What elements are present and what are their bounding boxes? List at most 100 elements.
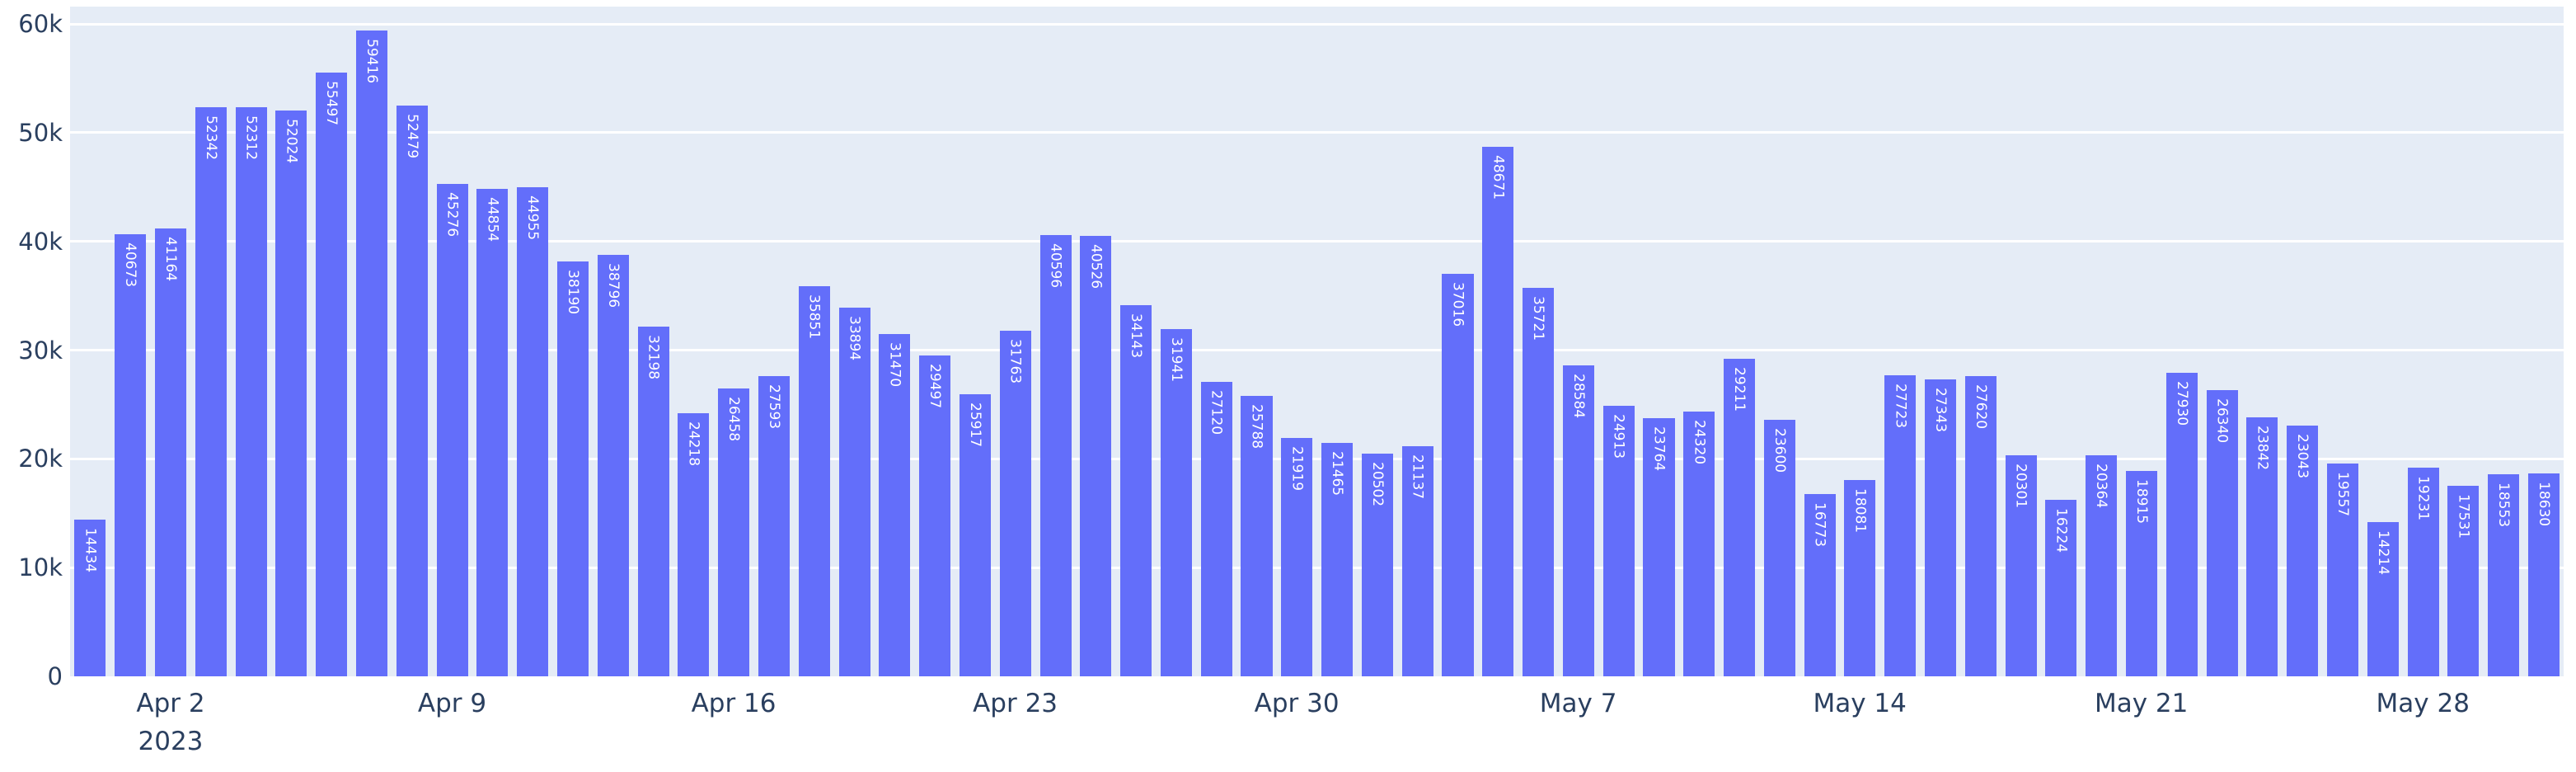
bar-2023-05-13[interactable]: 16773 (1804, 493, 1836, 676)
bar-value-label: 23043 (2294, 434, 2311, 479)
bar-value-label: 52312 (242, 115, 260, 161)
bar-value-label: 27723 (1892, 383, 1909, 428)
bar-cell: 25917 (955, 7, 996, 676)
bar-2023-04-15[interactable]: 24218 (678, 412, 710, 676)
bar-cell: 14214 (2363, 7, 2403, 676)
bar-value-label: 20301 (2012, 464, 2029, 509)
bar-cell: 45276 (432, 7, 472, 676)
bar-2023-04-22[interactable]: 25917 (959, 394, 991, 676)
bar-2023-04-05[interactable]: 52024 (275, 111, 307, 676)
bar-2023-04-17[interactable]: 27593 (758, 376, 790, 676)
bar-2023-05-10[interactable]: 24320 (1683, 412, 1715, 676)
bar-2023-05-09[interactable]: 23764 (1643, 417, 1675, 676)
bar-2023-05-07[interactable]: 28584 (1562, 365, 1594, 676)
bar-cell: 23842 (2242, 7, 2283, 676)
bar-2023-05-03[interactable]: 21137 (1401, 446, 1433, 676)
bar-2023-05-15[interactable]: 27723 (1884, 374, 1917, 676)
bar-2023-05-23[interactable]: 26340 (2206, 389, 2238, 676)
x-tick-date: May 21 (2094, 689, 2189, 718)
bar-2023-05-21[interactable]: 18915 (2126, 470, 2158, 676)
bar-2023-05-16[interactable]: 27343 (1925, 379, 1957, 676)
bar-cell: 16224 (2041, 7, 2081, 676)
bar-2023-03-31[interactable]: 14434 (74, 519, 106, 676)
bar-2023-05-30[interactable]: 18553 (2488, 474, 2520, 676)
bar-2023-04-25[interactable]: 40526 (1080, 235, 1112, 676)
bar-2023-05-25[interactable]: 23043 (2287, 426, 2319, 676)
bar-2023-05-08[interactable]: 24913 (1602, 405, 1635, 676)
bar-2023-05-14[interactable]: 18081 (1844, 479, 1876, 676)
bar-2023-05-28[interactable]: 19231 (2407, 467, 2439, 676)
bar-2023-04-10[interactable]: 44854 (476, 188, 509, 676)
bar-2023-04-16[interactable]: 26458 (718, 388, 750, 676)
bar-2023-05-18[interactable]: 20301 (2005, 455, 2037, 676)
bar-2023-04-29[interactable]: 25788 (1241, 396, 1273, 676)
bar-2023-05-19[interactable]: 16224 (2045, 500, 2077, 676)
x-tick-date: May 14 (1813, 689, 1907, 718)
bar-cell: 14434 (70, 7, 110, 676)
bar-2023-05-24[interactable]: 23842 (2246, 417, 2278, 676)
bar-cell: 24218 (673, 7, 714, 676)
x-tick-year: 2023 (138, 727, 204, 756)
bar-value-label: 16224 (2053, 508, 2070, 553)
bar-2023-04-03[interactable]: 52342 (195, 107, 227, 676)
bar-2023-05-27[interactable]: 14214 (2367, 521, 2399, 676)
y-tick-label-50k: 50k (18, 118, 63, 147)
bar-2023-04-02[interactable]: 41164 (154, 228, 187, 676)
bar-value-label: 34143 (1128, 313, 1145, 359)
x-tick-date: Apr 9 (417, 689, 487, 718)
bar-2023-04-07[interactable]: 59416 (355, 30, 387, 676)
bar-2023-04-12[interactable]: 38190 (556, 261, 589, 676)
bar-2023-04-28[interactable]: 27120 (1200, 381, 1232, 676)
x-tick-date: Apr 23 (973, 689, 1058, 718)
bar-2023-04-06[interactable]: 55497 (316, 73, 348, 676)
bar-cell: 19231 (2403, 7, 2443, 676)
bar-2023-05-20[interactable]: 20364 (2086, 454, 2118, 676)
bar-cell: 48671 (1478, 7, 1518, 676)
bar-2023-04-30[interactable]: 21919 (1281, 438, 1313, 676)
bar-2023-04-24[interactable]: 40596 (1039, 234, 1072, 676)
bar-2023-05-12[interactable]: 23600 (1763, 419, 1795, 676)
bar-2023-04-13[interactable]: 38796 (597, 254, 629, 676)
bar-value-label: 19557 (2334, 472, 2352, 517)
x-tick-date: May 28 (2376, 689, 2470, 718)
bar-cell: 23043 (2283, 7, 2323, 676)
bar-2023-05-05[interactable]: 48671 (1482, 147, 1514, 676)
bar-cell: 33894 (834, 7, 875, 676)
bar-2023-05-02[interactable]: 20502 (1361, 453, 1393, 676)
bar-value-label: 25917 (966, 402, 983, 448)
bar-2023-04-18[interactable]: 35851 (798, 286, 830, 676)
bar-cell: 27930 (2161, 7, 2202, 676)
bar-2023-05-22[interactable]: 27930 (2165, 372, 2198, 676)
bar-2023-05-06[interactable]: 35721 (1523, 288, 1555, 676)
bar-value-label: 24218 (685, 421, 702, 466)
bar-cell: 18630 (2524, 7, 2564, 676)
bar-2023-05-26[interactable]: 19557 (2327, 464, 2359, 676)
bar-2023-05-31[interactable]: 18630 (2527, 473, 2560, 676)
bar-2023-04-11[interactable]: 44955 (517, 187, 549, 676)
x-tick-label-Apr-23: Apr 23 (973, 685, 1058, 723)
bar-2023-04-09[interactable]: 45276 (436, 184, 468, 676)
bar-2023-05-29[interactable]: 17531 (2447, 485, 2480, 676)
bar-2023-05-17[interactable]: 27620 (1964, 375, 1997, 676)
bar-2023-04-01[interactable]: 40673 (115, 233, 147, 676)
bar-cell: 38796 (593, 7, 633, 676)
bar-2023-05-11[interactable]: 29211 (1724, 358, 1756, 676)
bar-cell: 40673 (110, 7, 151, 676)
bar-2023-04-08[interactable]: 52479 (396, 106, 428, 676)
bar-2023-05-01[interactable]: 21465 (1321, 443, 1354, 676)
bar-2023-05-04[interactable]: 37016 (1442, 274, 1474, 676)
bar-2023-04-14[interactable]: 32198 (637, 326, 669, 676)
bar-value-label: 27120 (1208, 389, 1225, 435)
bar-2023-04-23[interactable]: 31763 (999, 331, 1031, 676)
bar-value-label: 29497 (927, 364, 944, 409)
bar-2023-04-19[interactable]: 33894 (838, 308, 870, 676)
bar-cell: 18553 (2484, 7, 2524, 676)
bar-2023-04-21[interactable]: 29497 (919, 355, 951, 676)
bar-cell: 35721 (1518, 7, 1559, 676)
bar-cell: 29497 (915, 7, 955, 676)
bar-2023-04-26[interactable]: 34143 (1120, 304, 1152, 676)
bar-2023-04-04[interactable]: 52312 (235, 107, 267, 676)
bar-cell: 16773 (1799, 7, 1840, 676)
bar-2023-04-20[interactable]: 31470 (879, 334, 911, 676)
bar-2023-04-27[interactable]: 31941 (1160, 328, 1192, 676)
